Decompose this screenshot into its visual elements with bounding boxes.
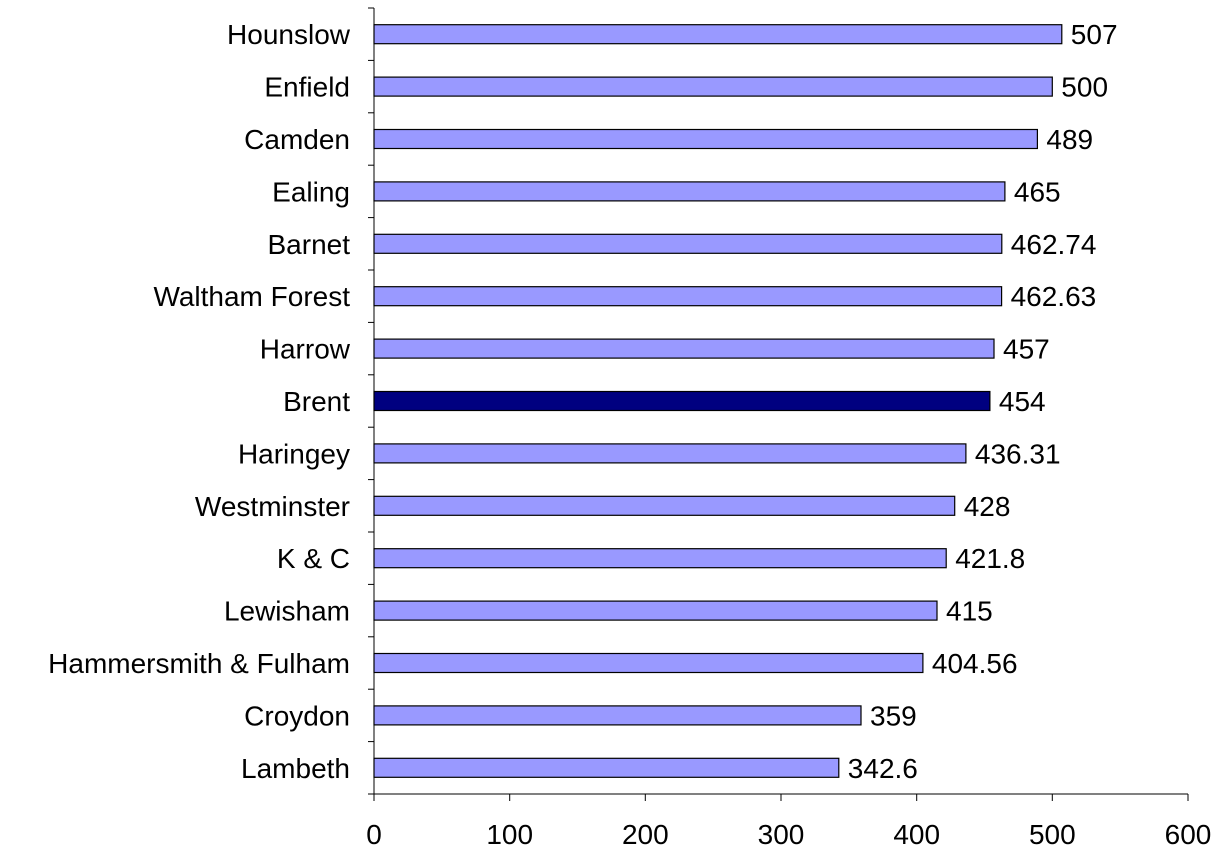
x-tick-label: 400 — [893, 819, 940, 850]
category-label: Brent — [283, 386, 350, 417]
bar-ealing — [373, 181, 1006, 202]
bar-croydon — [373, 705, 862, 726]
category-label: Waltham Forest — [153, 281, 350, 312]
bar-lewisham — [373, 600, 938, 621]
data-label: 454 — [999, 386, 1046, 417]
bar-camden — [373, 128, 1039, 150]
data-label: 507 — [1071, 19, 1118, 50]
data-label: 462.74 — [1011, 229, 1097, 260]
bar-lambeth — [373, 757, 840, 778]
x-tick-label: 600 — [1165, 819, 1212, 850]
category-label: Barnet — [268, 229, 351, 260]
category-label: Lewisham — [224, 596, 350, 627]
value-labels: 507 500 489 465 462.74 462.63 457 454 436.31 428 4… — [848, 19, 1118, 784]
data-label: 489 — [1046, 124, 1093, 155]
category-label: Ealing — [272, 176, 350, 207]
x-axis-ticks: 0 100 200 300 400 500 600 — [366, 794, 1211, 850]
bar-brent — [373, 390, 991, 412]
data-label: 404.56 — [932, 648, 1018, 679]
bar-waltham-forest — [373, 286, 1003, 307]
data-label: 428 — [964, 491, 1011, 522]
data-label: 436.31 — [975, 438, 1061, 469]
data-label: 500 — [1061, 72, 1108, 103]
bar-westminster — [373, 495, 956, 516]
x-tick-label: 300 — [758, 819, 805, 850]
category-label: Westminster — [195, 491, 350, 522]
data-label: 462.63 — [1011, 281, 1097, 312]
category-label: Croydon — [244, 700, 350, 731]
bar-barnet — [373, 233, 1003, 254]
data-label: 342.6 — [848, 753, 918, 784]
data-label: 421.8 — [955, 543, 1025, 574]
category-label: K & C — [277, 543, 350, 574]
bar-hounslow — [373, 24, 1063, 45]
data-label: 359 — [870, 700, 917, 731]
x-tick-label: 500 — [1029, 819, 1076, 850]
category-labels: Hounslow Enfield Camden Ealing Barnet Waltham… — [48, 19, 351, 784]
category-label: Camden — [244, 124, 350, 155]
bar-harrow — [373, 338, 995, 359]
data-label: 457 — [1003, 334, 1050, 365]
category-label: Enfield — [264, 72, 350, 103]
x-tick-label: 200 — [622, 819, 669, 850]
category-label: Hammersmith & Fulham — [48, 648, 350, 679]
bar-k-c — [373, 548, 947, 569]
y-axis-ticks — [368, 7, 374, 795]
x-tick-label: 0 — [366, 819, 382, 850]
bar-enfield — [373, 76, 1053, 97]
category-label: Lambeth — [241, 753, 350, 784]
data-label: 415 — [946, 596, 993, 627]
category-label: Harrow — [260, 334, 351, 365]
x-tick-label: 100 — [486, 819, 533, 850]
bar-haringey — [373, 443, 967, 464]
data-label: 465 — [1014, 176, 1061, 207]
category-label: Haringey — [238, 438, 350, 469]
category-label: Hounslow — [227, 19, 351, 50]
bar-hammersmith-fulham — [373, 652, 924, 674]
